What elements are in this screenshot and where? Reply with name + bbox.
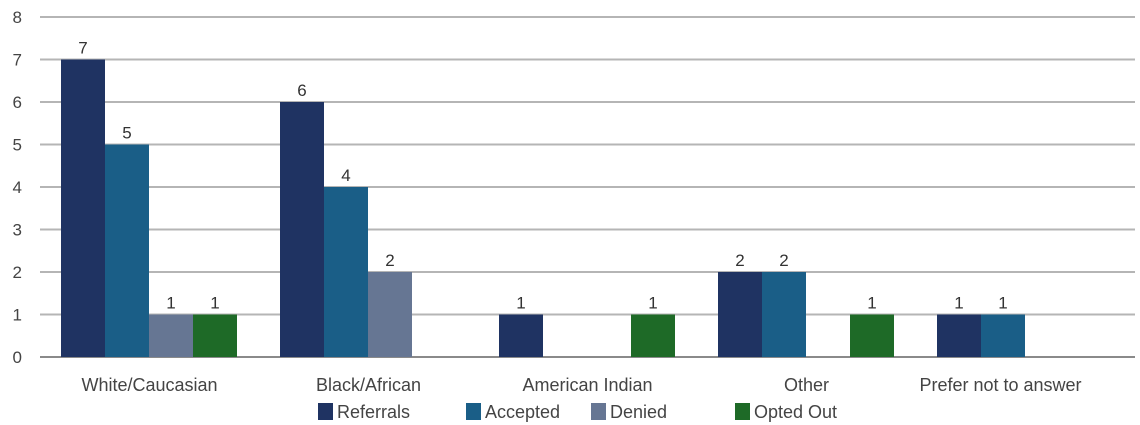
y-tick-label: 2 (13, 263, 22, 282)
bar-accepted (762, 272, 806, 357)
legend-label: Referrals (337, 402, 410, 422)
data-label: 2 (735, 251, 744, 270)
y-tick-label: 6 (13, 93, 22, 112)
data-label: 6 (297, 81, 306, 100)
x-category-label: American Indian (522, 375, 652, 395)
legend-swatch (735, 403, 750, 420)
x-category-label: Other (784, 375, 829, 395)
legend-swatch (466, 403, 481, 420)
bar-opted-out (850, 314, 894, 357)
y-tick-label: 4 (13, 178, 22, 197)
y-tick-label: 1 (13, 306, 22, 325)
bar-accepted (105, 144, 149, 357)
bar-opted-out (193, 314, 237, 357)
data-label: 1 (166, 294, 175, 313)
y-tick-label: 7 (13, 51, 22, 70)
y-tick-label: 5 (13, 136, 22, 155)
data-labels: 7 6 1 2 1 5 4 2 1 1 2 1 1 1 (78, 39, 1007, 313)
bar-denied (149, 314, 193, 357)
bar-referrals (499, 314, 543, 357)
data-label: 7 (78, 39, 87, 58)
x-category-label: White/Caucasian (81, 375, 217, 395)
bar-referrals (280, 102, 324, 357)
bar-denied (368, 272, 412, 357)
data-label: 1 (954, 294, 963, 313)
y-tick-label: 3 (13, 221, 22, 240)
data-label: 2 (385, 251, 394, 270)
legend: Referrals Accepted Denied Opted Out (318, 402, 837, 422)
legend-label: Accepted (485, 402, 560, 422)
data-label: 1 (210, 294, 219, 313)
bar-referrals (718, 272, 762, 357)
data-label: 5 (122, 124, 131, 143)
data-label: 1 (867, 294, 876, 313)
y-tick-label: 0 (13, 348, 22, 367)
data-label: 1 (998, 294, 1007, 313)
bar-referrals (937, 314, 981, 357)
legend-label: Opted Out (754, 402, 837, 422)
data-label: 1 (648, 294, 657, 313)
bar-accepted (981, 314, 1025, 357)
y-axis: 0 1 2 3 4 5 6 7 8 (13, 8, 22, 367)
legend-swatch (318, 403, 333, 420)
bar-referrals (61, 59, 105, 357)
x-axis: White/Caucasian Black/African American Ind… (81, 375, 1081, 395)
data-label: 4 (341, 166, 350, 185)
y-tick-label: 8 (13, 8, 22, 27)
gridlines (40, 16, 1135, 358)
legend-label: Denied (610, 402, 667, 422)
bar-accepted (324, 187, 368, 357)
x-category-label: Black/African (316, 375, 421, 395)
bars (61, 59, 1025, 357)
data-label: 1 (516, 294, 525, 313)
legend-swatch (591, 403, 606, 420)
x-category-label: Prefer not to answer (919, 375, 1081, 395)
bar-opted-out (631, 314, 675, 357)
data-label: 2 (779, 251, 788, 270)
